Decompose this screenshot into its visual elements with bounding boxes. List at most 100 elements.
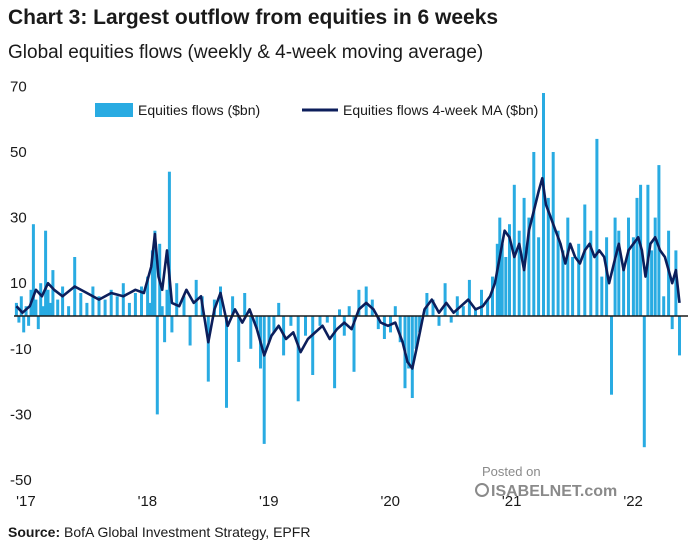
flow-bar: [595, 138, 599, 316]
flow-bar: [31, 224, 35, 316]
flow-bar: [188, 316, 192, 346]
watermark-line2: ISABELNET.com: [491, 483, 617, 500]
flow-bar: [140, 286, 143, 316]
flow-bar: [115, 296, 119, 316]
flow-bar: [148, 302, 152, 316]
flow-bar: [414, 316, 418, 349]
y-tick-label: -10: [10, 341, 32, 358]
source-label: Source:: [8, 524, 61, 540]
flow-bar: [61, 286, 65, 316]
flow-bar: [97, 296, 101, 316]
flow-bar: [27, 316, 31, 326]
flow-bar: [160, 306, 164, 316]
flow-bar: [170, 316, 174, 333]
flow-bar: [642, 316, 646, 448]
chart-title: Chart 3: Largest outflow from equities i…: [8, 6, 499, 29]
flow-bar: [398, 316, 402, 343]
flow-bar: [311, 316, 315, 375]
flow-bar: [267, 316, 271, 343]
flow-bar: [556, 230, 560, 316]
flow-bar: [342, 316, 346, 336]
flow-bar: [662, 296, 666, 316]
flow-bar: [304, 316, 307, 336]
flow-bar: [133, 293, 137, 316]
flow-bar: [627, 217, 630, 316]
flow-bar: [613, 217, 617, 316]
flow-bar: [512, 184, 516, 316]
flow-bar: [480, 289, 483, 316]
flow-bar: [206, 316, 210, 382]
flow-bar: [486, 299, 490, 316]
flow-bar: [153, 230, 157, 316]
chart-subtitle: Global equities flows (weekly & 4-week m…: [8, 42, 484, 63]
watermark-logo-icon: [475, 483, 489, 497]
flow-bar: [670, 316, 674, 330]
ma-line-series: [15, 176, 681, 370]
flow-bar: [610, 316, 613, 395]
flow-bar: [551, 152, 555, 316]
flow-bar: [491, 276, 494, 316]
flow-bar: [19, 296, 23, 316]
flow-bar: [56, 299, 60, 316]
y-tick-label: 50: [10, 144, 27, 161]
flow-bar: [91, 286, 95, 316]
flow-bar: [357, 289, 361, 316]
y-tick-label: 10: [10, 275, 27, 292]
flow-bar: [650, 250, 654, 316]
flow-bar: [231, 296, 235, 316]
flow-bar: [155, 316, 159, 415]
flow-bar: [17, 316, 21, 323]
flow-bar: [382, 316, 386, 339]
bars-series: [14, 93, 681, 448]
flow-bar: [393, 306, 397, 316]
flow-bar: [255, 316, 259, 330]
flow-bar: [333, 316, 337, 389]
x-tick-label: '19: [259, 493, 279, 510]
flow-bar: [583, 204, 587, 316]
flow-bar: [407, 316, 411, 369]
flow-bar: [653, 217, 657, 316]
x-tick-label: '20: [380, 493, 400, 510]
flow-bar: [561, 250, 565, 316]
flow-bar: [167, 171, 171, 316]
flow-bar: [22, 316, 26, 333]
flow-bar: [522, 197, 526, 316]
flow-bar: [194, 279, 198, 316]
flow-bar: [79, 293, 83, 316]
flow-bar: [289, 316, 293, 326]
x-tick-label: '18: [138, 493, 158, 510]
flow-bar: [461, 306, 465, 316]
flow-bar: [51, 270, 55, 316]
flow-bar: [163, 316, 167, 343]
flow-bar: [272, 316, 276, 333]
flow-bar: [36, 316, 40, 330]
flow-bar: [175, 283, 179, 316]
flow-bar: [443, 283, 447, 316]
flow-bar: [243, 293, 247, 316]
watermark: Posted on ISABELNET.com: [475, 464, 617, 500]
source-note: Source: BofA Global Investment Strategy,…: [8, 524, 310, 540]
flow-bar: [237, 316, 241, 362]
flow-bar: [504, 257, 508, 316]
flow-bar: [376, 316, 380, 330]
flow-bar: [219, 286, 222, 316]
x-tick-label: '17: [16, 493, 36, 510]
flow-bar: [500, 243, 504, 316]
flow-bar: [467, 279, 471, 316]
flow-bar: [150, 250, 154, 316]
flow-bar: [449, 316, 453, 323]
flow-bar: [455, 296, 459, 316]
flow-bar: [249, 316, 253, 349]
x-axis-ticks: '17 '18 '19 '20 '21 '22: [16, 493, 643, 510]
flow-bar: [498, 217, 502, 316]
flow-bar: [277, 302, 281, 316]
flow-bar: [146, 276, 150, 316]
flow-bar: [225, 316, 228, 408]
flow-bar: [182, 296, 186, 316]
legend-swatch-bars: [95, 103, 133, 117]
flow-bar: [127, 302, 131, 316]
flow-bar: [600, 276, 604, 316]
flow-bar: [527, 217, 531, 316]
flow-bar: [495, 243, 499, 316]
